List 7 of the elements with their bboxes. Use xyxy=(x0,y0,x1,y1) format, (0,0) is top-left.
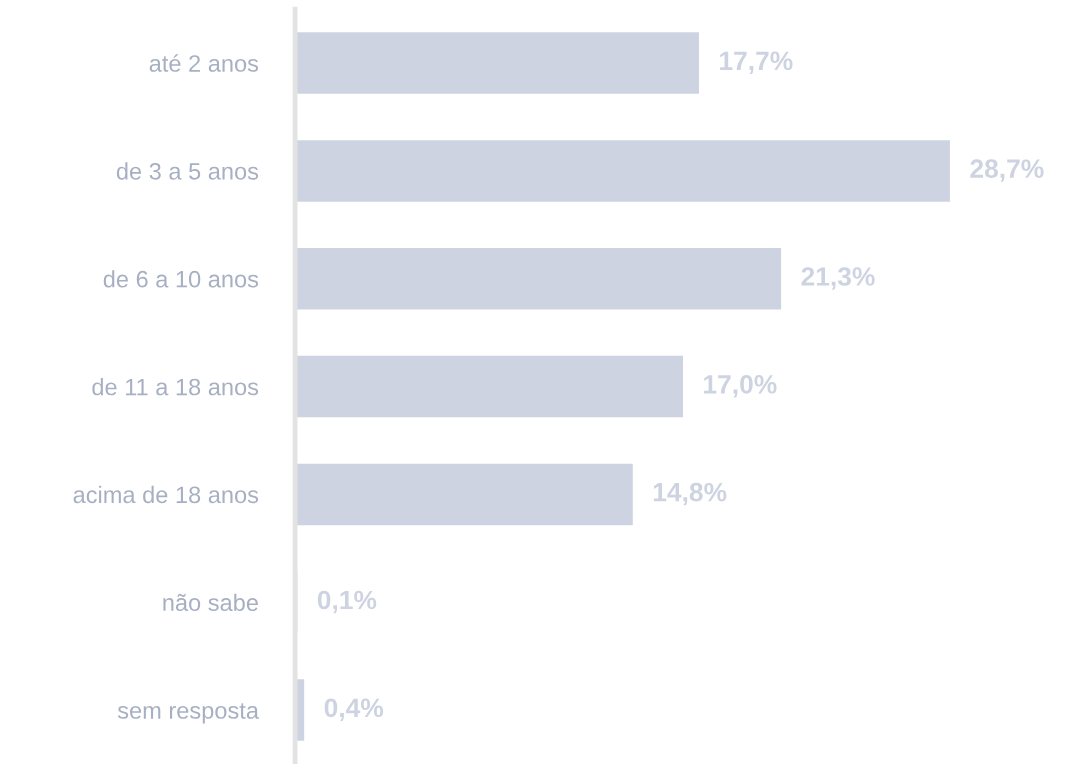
y-tick-label: de 6 a 10 anos xyxy=(103,270,259,288)
y-tick-label: de 3 a 5 anos xyxy=(116,162,259,180)
y-tick-label: sem resposta xyxy=(117,703,259,724)
y-tick-label: até 2 anos xyxy=(149,54,259,72)
y-tick-label: não sabe xyxy=(163,593,258,612)
y-tick-label: acima de 18 anos xyxy=(73,485,259,504)
y-tick-label: de 11 a 18 anos xyxy=(92,378,259,396)
